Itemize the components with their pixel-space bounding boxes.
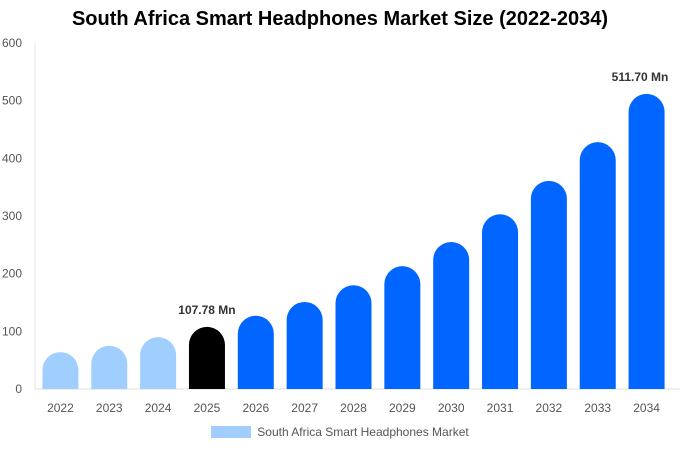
bar-2023 [91,345,128,389]
x-tick-label: 2027 [291,401,318,415]
y-tick-label: 100 [2,324,22,338]
y-tick-label: 0 [15,382,22,396]
data-label: 107.78 Mn [178,303,235,317]
x-tick-label: 2024 [145,401,172,415]
bar-2026 [237,315,274,389]
bar-2032 [530,180,567,389]
x-tick-label: 2023 [96,401,123,415]
legend: South Africa Smart Headphones Market [0,425,680,439]
chart-title: South Africa Smart Headphones Market Siz… [71,8,609,30]
bar-2022 [42,352,79,389]
y-tick-label: 500 [2,94,22,108]
y-tick-label: 300 [2,209,22,223]
y-tick-label: 400 [2,151,22,165]
bar-2028 [335,285,372,389]
x-tick-label: 2029 [389,401,416,415]
x-tick-label: 2026 [242,401,269,415]
bar-2025 [188,326,225,389]
bar-2030 [433,241,470,389]
x-tick-label: 2031 [487,401,514,415]
bar-2033 [579,142,616,389]
x-tick-label: 2032 [536,401,563,415]
bar-2024 [140,337,177,389]
x-tick-label: 2028 [340,401,367,415]
legend-label: South Africa Smart Headphones Market [257,425,469,439]
bar-2031 [482,214,519,389]
legend-swatch [211,426,252,438]
data-label: 511.70 Mn [612,70,669,84]
bar-2027 [286,301,323,389]
y-tick-label: 600 [2,36,22,50]
y-tick-label: 200 [2,267,22,281]
x-tick-label: 2025 [194,401,221,415]
x-tick-label: 2022 [47,401,74,415]
x-tick-label: 2034 [633,401,660,415]
x-tick-label: 2033 [584,401,611,415]
bar-2029 [384,266,421,389]
x-tick-label: 2030 [438,401,465,415]
bar-2034 [628,93,665,389]
